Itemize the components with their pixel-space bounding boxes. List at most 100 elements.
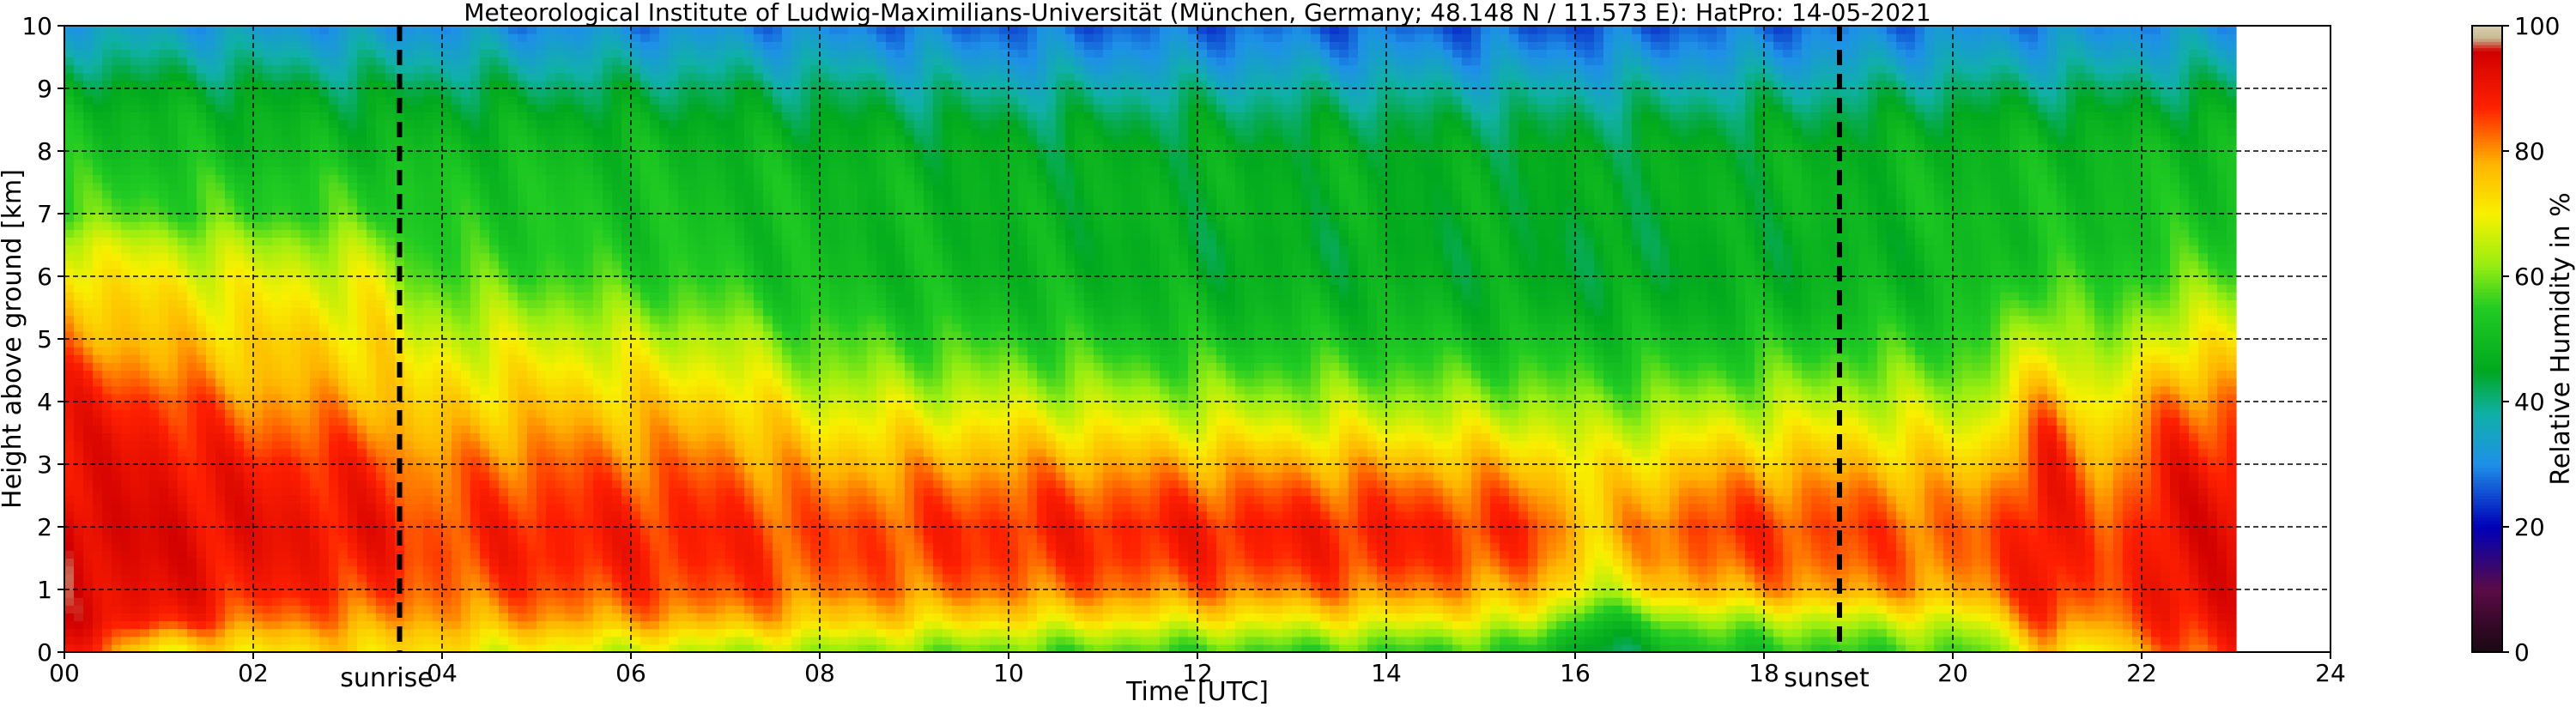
heatmap-cell <box>367 464 377 473</box>
heatmap-cell <box>555 535 566 543</box>
heatmap-cell <box>385 292 396 300</box>
heatmap-cell <box>574 511 585 520</box>
heatmap-cell <box>206 135 216 144</box>
heatmap-cell <box>631 174 641 184</box>
heatmap-cell <box>461 166 471 175</box>
heatmap-cell <box>234 347 245 355</box>
heatmap-cell <box>234 182 245 191</box>
heatmap-cell <box>140 88 150 97</box>
heatmap-cell <box>640 72 651 82</box>
heatmap-cell <box>452 480 462 488</box>
heatmap-cell <box>310 190 320 199</box>
heatmap-cell <box>74 276 84 285</box>
heatmap-cell <box>310 49 320 58</box>
heatmap-cell <box>112 229 122 238</box>
heatmap-cell <box>404 174 415 184</box>
heatmap-cell <box>584 628 594 638</box>
heatmap-cell <box>93 237 103 246</box>
heatmap-cell <box>149 605 160 613</box>
heatmap-cell <box>433 589 443 598</box>
heatmap-cell <box>603 64 613 74</box>
heatmap-cell <box>130 284 141 293</box>
heatmap-cell <box>338 620 349 630</box>
heatmap-cell <box>480 96 490 105</box>
heatmap-cell <box>319 518 330 528</box>
heatmap-cell <box>244 197 254 207</box>
heatmap-cell <box>140 370 150 379</box>
heatmap-cell <box>480 480 490 488</box>
heatmap-cell <box>499 49 509 58</box>
heatmap-cell <box>640 550 651 559</box>
heatmap-cell <box>93 385 103 395</box>
heatmap-cell <box>442 151 452 160</box>
heatmap-cell <box>395 135 405 144</box>
heatmap-cell <box>565 456 575 465</box>
heatmap-cell <box>518 628 528 638</box>
heatmap-cell <box>140 480 150 488</box>
heatmap-cell <box>584 214 594 222</box>
heatmap-cell <box>574 33 585 42</box>
heatmap-cell <box>121 268 131 277</box>
heatmap-cell <box>603 565 613 575</box>
heatmap-cell <box>518 119 528 129</box>
heatmap-cell <box>367 518 377 528</box>
heatmap-cell <box>263 315 273 324</box>
heatmap-cell <box>470 503 481 512</box>
heatmap-cell <box>112 527 122 535</box>
heatmap-cell <box>423 628 433 638</box>
heatmap-cell <box>282 393 292 402</box>
heatmap-cell <box>263 511 273 520</box>
heatmap-cell <box>546 214 556 222</box>
heatmap-cell <box>310 409 320 418</box>
heatmap-cell <box>452 88 462 97</box>
heatmap-cell <box>329 151 339 160</box>
heatmap-cell <box>442 573 452 583</box>
heatmap-cell <box>159 518 169 528</box>
heatmap-cell <box>423 229 433 238</box>
heatmap-cell <box>640 229 651 238</box>
heatmap-cell <box>546 142 556 152</box>
heatmap-cell <box>319 440 330 450</box>
heatmap-cell <box>64 573 75 583</box>
heatmap-cell <box>555 558 566 567</box>
heatmap-cell <box>149 197 160 207</box>
heatmap-cell <box>121 41 131 50</box>
heatmap-cell <box>593 558 603 567</box>
heatmap-cell <box>300 307 311 317</box>
heatmap-cell <box>489 151 500 160</box>
heatmap-cell <box>584 613 594 622</box>
heatmap-cell <box>244 88 254 97</box>
heatmap-cell <box>565 440 575 450</box>
heatmap-cell <box>452 268 462 277</box>
heatmap-cell <box>112 402 122 410</box>
heatmap-cell <box>621 385 632 395</box>
heatmap-cell <box>546 292 556 300</box>
heatmap-cell <box>489 565 500 575</box>
heatmap-cell <box>546 527 556 535</box>
heatmap-cell <box>376 620 386 630</box>
heatmap-cell <box>112 307 122 317</box>
heatmap-cell <box>565 472 575 480</box>
heatmap-cell <box>197 464 207 473</box>
heatmap-cell <box>612 362 622 372</box>
heatmap-cell <box>376 511 386 520</box>
heatmap-cell <box>621 197 632 207</box>
heatmap-cell <box>433 127 443 136</box>
heatmap-cell <box>74 393 84 402</box>
heatmap-cell <box>206 96 216 105</box>
heatmap-cell <box>499 573 509 583</box>
heatmap-cell <box>83 307 94 317</box>
heatmap-cell <box>621 166 632 175</box>
heatmap-cell <box>395 565 405 575</box>
heatmap-cell <box>234 57 245 66</box>
heatmap-cell <box>442 550 452 559</box>
heatmap-cell <box>527 104 537 112</box>
heatmap-cell <box>470 527 481 535</box>
heatmap-cell <box>574 558 585 567</box>
heatmap-cell <box>593 495 603 505</box>
heatmap-cell <box>480 402 490 410</box>
heatmap-cell <box>253 448 264 457</box>
heatmap-cell <box>489 315 500 324</box>
heatmap-cell <box>555 347 566 355</box>
heatmap-cell <box>584 589 594 598</box>
